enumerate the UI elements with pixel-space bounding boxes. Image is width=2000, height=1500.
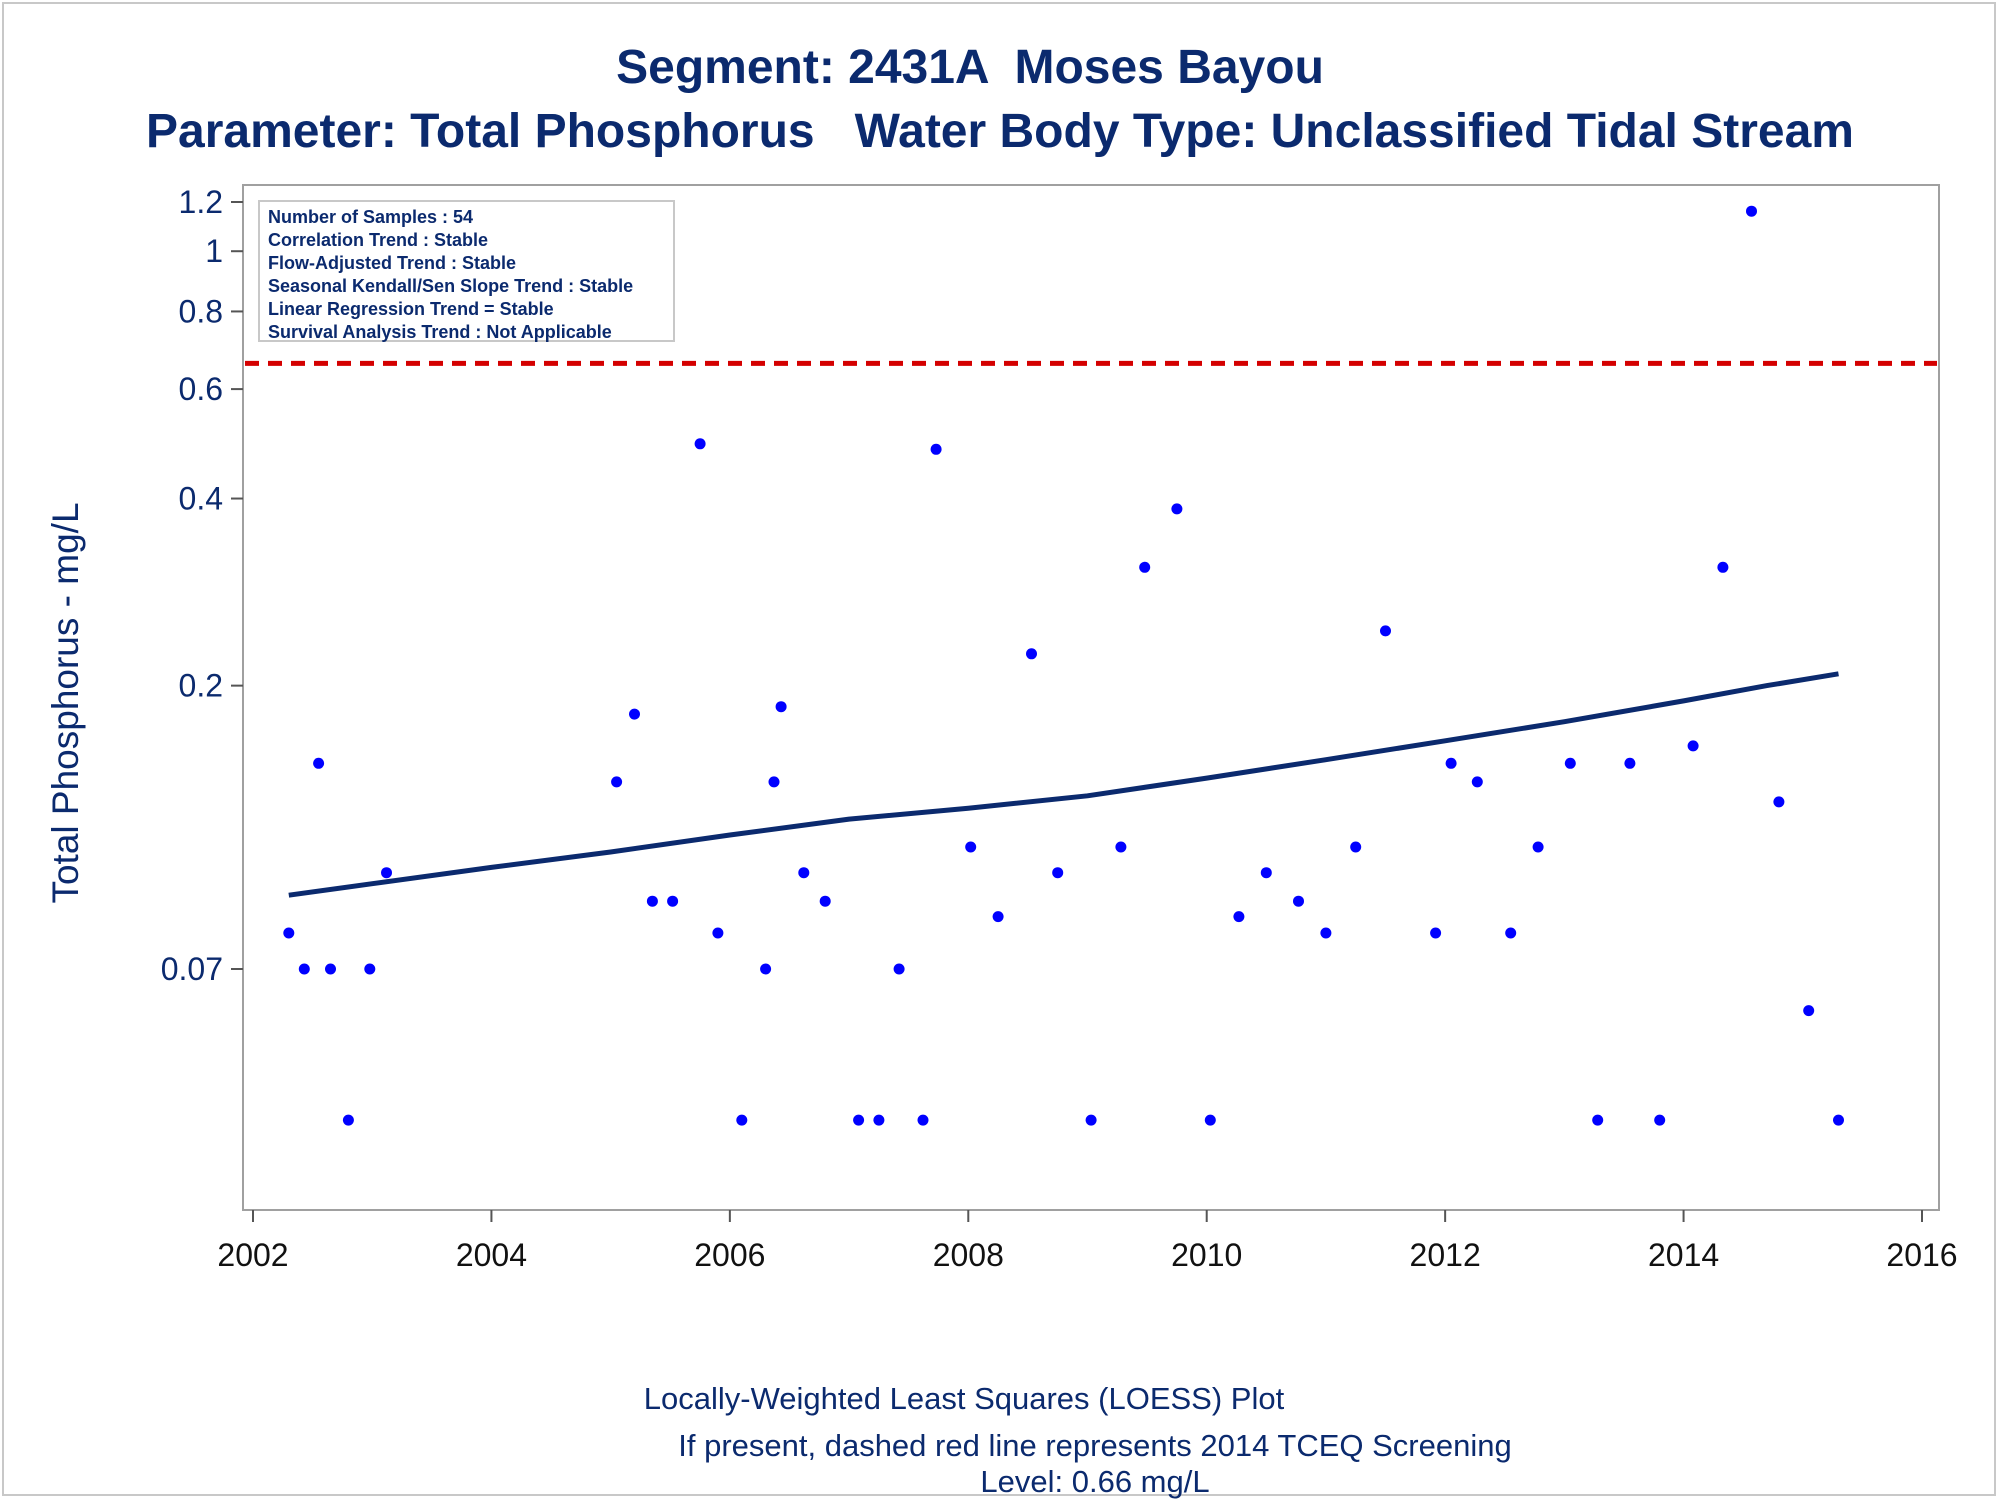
chart-subtitle: Parameter: Total Phosphorus Water Body T…	[146, 105, 1854, 158]
data-point	[325, 963, 336, 975]
data-point	[1350, 841, 1362, 853]
y-axis-title: Total Phosphorus - mg/L	[45, 502, 86, 903]
data-point	[298, 963, 310, 975]
trend-stats-box: Number of Samples : 54 Correlation Trend…	[258, 200, 675, 342]
data-point	[893, 963, 905, 975]
x-tick-label: 2012	[1410, 1237, 1481, 1273]
data-point	[364, 963, 376, 975]
stats-line-survival-analysis: Survival Analysis Trend : Not Applicable	[268, 322, 612, 342]
data-point	[1746, 205, 1757, 217]
x-tick-label: 2016	[1886, 1237, 1957, 1273]
plot-area-frame	[242, 184, 1940, 1211]
data-point	[1260, 867, 1272, 879]
data-point	[1320, 927, 1332, 939]
loess-line	[288, 671, 1839, 898]
data-point	[736, 1114, 748, 1126]
data-point	[313, 757, 325, 769]
data-point	[1505, 927, 1517, 939]
x-tick-label: 2002	[217, 1237, 288, 1273]
data-point	[1624, 757, 1636, 769]
data-point	[1293, 895, 1304, 907]
y-tick-label: 0.07	[161, 951, 223, 987]
data-point	[1773, 796, 1785, 808]
data-point	[819, 895, 831, 907]
data-point	[1430, 927, 1442, 939]
data-point	[930, 443, 942, 455]
x-tick-label: 2008	[933, 1237, 1004, 1273]
y-tick-label: 1	[205, 233, 223, 269]
data-point	[1085, 1114, 1097, 1126]
footnote-plot-type: Locally-Weighted Least Squares (LOESS) P…	[643, 1381, 1285, 1416]
data-point	[798, 867, 810, 879]
stats-line-flow-adjusted: Flow-Adjusted Trend : Stable	[268, 253, 517, 273]
data-point	[1139, 561, 1151, 573]
chart-title: Segment: 2431A Moses Bayou	[616, 41, 1324, 94]
data-point	[917, 1114, 929, 1126]
stats-line-seasonal-kendall: Seasonal Kendall/Sen Slope Trend : Stabl…	[268, 276, 634, 296]
data-point	[646, 895, 658, 907]
footnote-screening-level: If present, dashed red line represents 2…	[678, 1428, 1512, 1499]
data-point	[1380, 625, 1391, 637]
data-point	[1233, 911, 1245, 923]
data-point	[1026, 648, 1037, 660]
data-point	[1803, 1005, 1815, 1017]
data-point	[1532, 841, 1544, 853]
data-point	[853, 1114, 865, 1126]
x-tick-label: 2006	[694, 1237, 765, 1273]
y-tick-label: 1.2	[179, 184, 223, 220]
data-point	[342, 1114, 354, 1126]
stats-line-correlation: Correlation Trend : Stable	[268, 230, 489, 250]
data-point	[611, 776, 623, 788]
data-point	[1171, 503, 1183, 515]
data-point	[873, 1114, 885, 1126]
data-point	[1833, 1114, 1844, 1126]
data-point	[1564, 757, 1576, 769]
data-point	[694, 438, 706, 450]
x-tick-label: 2004	[456, 1237, 527, 1273]
data-point	[1592, 1114, 1604, 1126]
y-tick-label: 0.4	[179, 481, 223, 517]
data-point	[1052, 867, 1064, 879]
x-tick-label: 2010	[1171, 1237, 1242, 1273]
data-point	[965, 841, 977, 853]
data-point	[1471, 776, 1483, 788]
data-point	[1204, 1114, 1216, 1126]
data-point	[768, 776, 780, 788]
y-tick-label: 0.8	[179, 293, 223, 329]
data-point	[667, 895, 679, 907]
data-point	[1445, 757, 1457, 769]
x-tick-label: 2014	[1648, 1237, 1719, 1273]
data-point	[992, 911, 1004, 923]
data-point	[629, 708, 640, 720]
data-point	[1115, 841, 1127, 853]
data-point	[283, 927, 295, 939]
data-point	[1717, 561, 1729, 573]
axes-layer: 2002 2004 2006 2008 2010 2012 2014 2016 0.07 0.2 0…	[161, 184, 1958, 1273]
data-point	[760, 963, 772, 975]
y-tick-label: 0.2	[179, 668, 223, 704]
stats-line-samples: Number of Samples : 54	[268, 207, 474, 227]
data-point	[381, 867, 392, 879]
marks-layer	[245, 205, 1937, 1126]
data-point	[712, 927, 724, 939]
data-point	[1654, 1114, 1666, 1126]
y-tick-label: 0.6	[179, 371, 223, 407]
stats-line-linear-regression: Linear Regression Trend = Stable	[268, 299, 554, 319]
data-point	[1687, 740, 1699, 752]
data-point	[775, 701, 787, 713]
